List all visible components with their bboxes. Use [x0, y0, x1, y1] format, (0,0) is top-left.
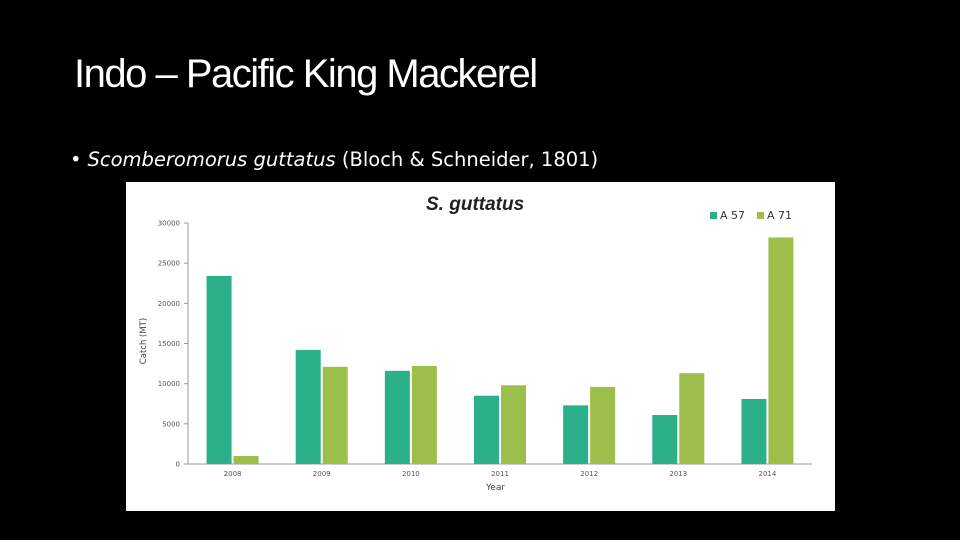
species-bullet: • Scomberomorus guttatus (Bloch & Schneid…	[70, 148, 598, 171]
y-tick-label: 20000	[158, 300, 180, 308]
legend-item-a57: A 57	[710, 209, 745, 222]
legend-item-a71: A 71	[757, 209, 792, 222]
bar-a71-2013	[679, 373, 705, 464]
bar-a57-2014	[741, 398, 767, 464]
bar-a57-2008	[206, 276, 232, 464]
bar-a71-2008	[233, 455, 259, 464]
x-tick-label: 2009	[313, 470, 331, 478]
bar-a71-2014	[768, 237, 794, 464]
chart-panel: 0 5000 10000 15000 20000 25000 30000 2008 2009 20…	[126, 182, 835, 511]
bar-a57-2009	[295, 349, 321, 464]
bar-chart: 0 5000 10000 15000 20000 25000 30000 2008 2009 20…	[158, 220, 812, 478]
legend-swatch-a71	[757, 212, 765, 219]
y-tick-label: 0	[176, 461, 180, 469]
bar-a57-2012	[563, 405, 589, 464]
x-tick-label: 2014	[759, 470, 777, 478]
y-tick-label: 5000	[162, 420, 180, 428]
y-tick-label: 25000	[158, 260, 180, 268]
y-tick-label: 30000	[158, 220, 180, 228]
chart-legend: A 57 A 71	[710, 209, 804, 222]
y-axis-label: Catch (MT)	[139, 317, 149, 365]
x-tick-label: 2010	[402, 470, 420, 478]
legend-label-a57: A 57	[720, 209, 746, 222]
y-tick-label: 10000	[158, 380, 180, 388]
chart-title: S. guttatus	[426, 194, 525, 215]
species-name: Scomberomorus guttatus	[87, 148, 336, 171]
y-tick-label: 15000	[158, 340, 180, 348]
legend-label-a71: A 71	[767, 209, 793, 222]
species-authority: (Bloch & Schneider, 1801)	[335, 148, 599, 171]
bar-a57-2013	[652, 414, 678, 464]
bar-a71-2009	[322, 366, 348, 464]
x-tick-label: 2013	[669, 470, 687, 478]
slide-title: Indo – Pacific King Mackerel	[74, 52, 538, 96]
bar-a57-2011	[474, 395, 499, 464]
legend-swatch-a57	[710, 212, 717, 219]
x-tick-label: 2012	[580, 470, 598, 478]
x-axis-label: Year	[486, 483, 506, 493]
bar-a57-2010	[384, 370, 410, 464]
bar-a71-2010	[411, 365, 437, 464]
bar-a71-2012	[590, 386, 616, 464]
bullet-symbol: •	[70, 148, 82, 171]
x-tick-label: 2008	[224, 470, 242, 478]
x-tick-label: 2011	[491, 470, 509, 478]
bar-a71-2011	[501, 385, 526, 464]
